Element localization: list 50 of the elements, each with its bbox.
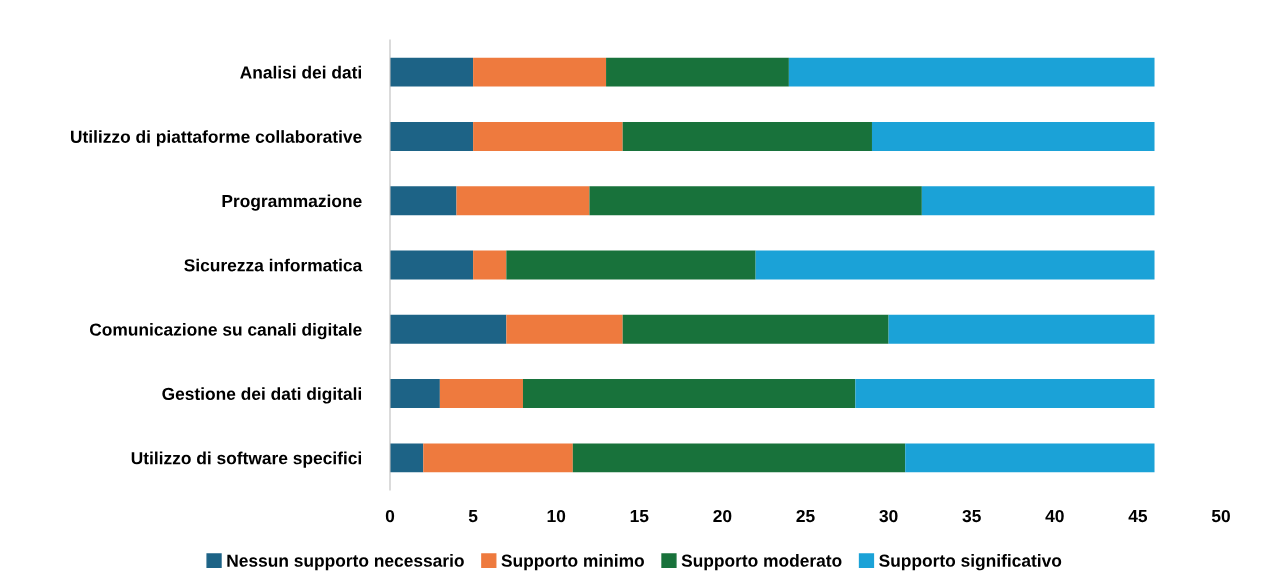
y-tick-label: Sicurezza informatica [184,258,363,272]
bar [439,379,523,409]
bar [390,379,440,409]
bar [622,314,889,344]
legend-label: Supporto minimo [501,554,644,571]
bar [390,186,457,216]
x-tick-label: 15 [630,510,649,523]
legend-label: Supporto significativo [879,554,1062,571]
y-tick-label: Utilizzo di piattaforme collaborative [70,130,362,147]
bar [473,250,507,280]
bar [390,57,474,87]
y-tick-label: Comunicazione su canali digitale [89,322,362,340]
bar [572,443,906,473]
bar [456,186,590,216]
bar [390,314,507,344]
y-tick-label: Analisi dei dati [240,65,361,79]
y-tick-label: Utilizzo di software specifici [131,451,362,468]
bar [522,379,856,409]
x-tick-label: 25 [796,509,815,523]
bar [888,314,1155,344]
bar [390,443,424,473]
bar [473,121,623,151]
bar [855,379,1155,409]
bar [788,57,1155,87]
x-tick-label: 30 [879,509,898,523]
x-tick-label: 20 [713,509,732,523]
bar [606,57,789,87]
x-tick-label: 45 [1128,510,1148,523]
bar [905,443,1155,473]
bar [871,121,1155,151]
y-tick-label: Gestione dei dati digitali [162,387,362,404]
x-tick-label: 10 [547,509,566,523]
bar [506,314,623,344]
bar [589,186,922,216]
bar [622,121,872,151]
bar [423,443,573,473]
x-tick-label: 40 [1045,509,1064,523]
bar [473,57,607,87]
x-tick-label: 50 [1211,509,1230,523]
bar [390,250,474,280]
x-tick-label: 35 [962,509,981,523]
x-tick-label: 5 [468,510,478,523]
bar [921,186,1155,216]
y-tick-label: Programmazione [222,194,362,211]
bar [506,250,756,280]
x-tick-label: 0 [385,509,395,523]
bar [390,121,474,151]
legend-label: Supporto moderato [681,554,842,571]
bar [755,250,1155,280]
legend-label: Nessun supporto necessario [227,554,464,571]
